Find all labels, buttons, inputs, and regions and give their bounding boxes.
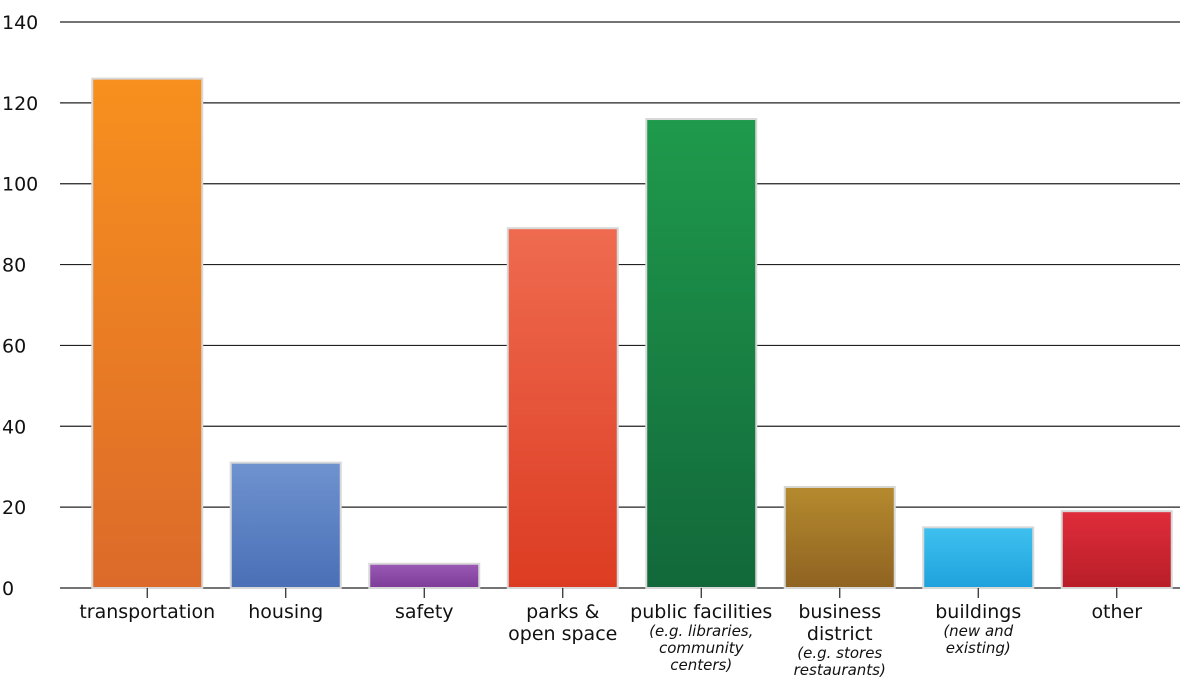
y-tick-label: 0 bbox=[2, 578, 14, 600]
bars bbox=[91, 77, 1173, 590]
y-tick-label: 60 bbox=[2, 335, 26, 357]
x-tick-label: other bbox=[1091, 601, 1142, 623]
gridlines bbox=[60, 21, 1180, 589]
y-tick-label: 40 bbox=[2, 416, 26, 438]
bar-4 bbox=[645, 118, 758, 590]
x-tick-label: parks & bbox=[526, 601, 599, 623]
y-axis-labels: 0 20 40 60 80 100 120 140 bbox=[2, 12, 38, 600]
bar-2 bbox=[368, 562, 481, 590]
x-tick-sublabel: centers) bbox=[670, 656, 732, 674]
x-tick-label: business bbox=[798, 601, 881, 623]
bar-0 bbox=[91, 77, 204, 589]
bar-1 bbox=[229, 461, 342, 589]
y-tick-label: 100 bbox=[2, 174, 38, 196]
bar-6 bbox=[922, 526, 1035, 589]
x-tick-label: safety bbox=[395, 601, 454, 623]
x-tick-sublabel: (e.g. libraries, bbox=[649, 622, 753, 640]
y-tick-label: 20 bbox=[2, 497, 26, 519]
x-tick-sublabel: restaurants) bbox=[794, 661, 886, 679]
x-tick-sublabel: community bbox=[659, 639, 745, 657]
y-tick-label: 80 bbox=[2, 255, 26, 277]
x-tick-label: buildings bbox=[935, 601, 1021, 623]
x-ticks bbox=[146, 588, 1118, 598]
y-tick-label: 120 bbox=[2, 93, 38, 115]
bar-3 bbox=[506, 227, 619, 590]
x-tick-label: public facilities bbox=[630, 601, 772, 623]
x-tick-sublabel: existing) bbox=[946, 639, 1011, 657]
bar-7 bbox=[1060, 510, 1173, 589]
bar-5 bbox=[783, 485, 896, 589]
x-tick-label: transportation bbox=[79, 601, 215, 623]
x-tick-sublabel: (e.g. stores bbox=[797, 644, 882, 662]
x-tick-sublabel: (new and bbox=[943, 622, 1013, 640]
x-tick-label: district bbox=[807, 623, 873, 645]
x-axis-labels: transportation housing safety parks &open s… bbox=[79, 601, 1142, 679]
y-tick-label: 140 bbox=[2, 12, 38, 34]
x-tick-label: open space bbox=[508, 623, 617, 645]
x-tick-label: housing bbox=[248, 601, 323, 623]
